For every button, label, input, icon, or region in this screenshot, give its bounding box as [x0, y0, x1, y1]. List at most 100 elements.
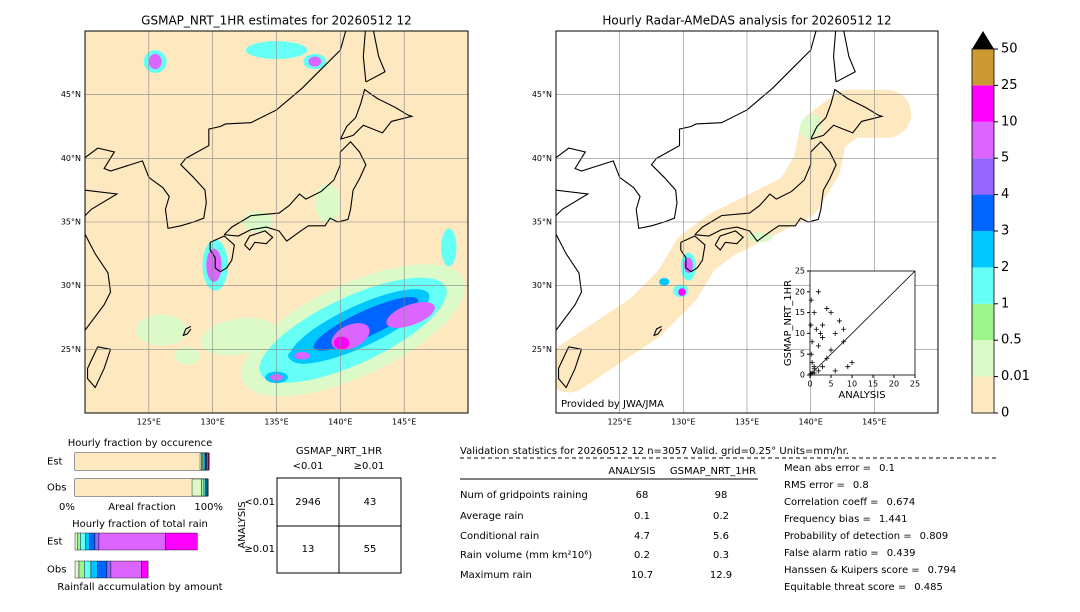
bar-segment — [74, 560, 80, 579]
scatter-point — [828, 347, 834, 353]
colorbar-label: 2 — [1001, 260, 1009, 275]
scatter-point — [828, 310, 834, 316]
score-value: 0.674 — [887, 497, 916, 508]
table-cell: 43 — [364, 497, 377, 508]
colorbar-segment — [972, 340, 994, 377]
chart-title: Hourly fraction of total rain — [72, 519, 208, 530]
score-label: Frequency bias = — [784, 514, 871, 525]
bar-segment — [141, 560, 149, 579]
bar-segment — [165, 532, 198, 551]
scatter-point — [818, 330, 823, 336]
row-title: ANALYSIS — [237, 501, 248, 548]
scatter-point — [808, 371, 814, 377]
stat-value: 0.3 — [713, 550, 729, 561]
scatter-point — [832, 330, 838, 336]
y-tick-label: 10 — [795, 329, 805, 338]
table-title: GSMAP_NRT_1HR — [296, 446, 382, 457]
score-label: Hanssen & Kuipers score = — [784, 565, 920, 576]
stat-label: Average rain — [460, 511, 524, 522]
map-title: Hourly Radar-AMeDAS analysis for 2026051… — [602, 14, 891, 28]
rain-area — [174, 346, 200, 365]
coastline — [362, 31, 386, 83]
y-tick-label: 40°N — [61, 154, 81, 163]
x-tick-label: 140°E — [328, 418, 352, 427]
stat-value: 4.7 — [634, 531, 650, 542]
bar-segment — [94, 532, 100, 551]
score-label: Equitable threat score = — [784, 582, 906, 593]
bar-segment — [77, 532, 81, 551]
coastline — [714, 230, 744, 251]
stat-value: 10.7 — [631, 570, 653, 581]
score-label: RMS error = — [784, 480, 845, 491]
stat-value: 68 — [636, 490, 649, 501]
rain-area — [136, 314, 188, 346]
scatter-point — [820, 364, 826, 370]
chart-footer: Rainfall accumulation by amount — [57, 582, 222, 593]
stat-label: Maximum rain — [460, 570, 532, 581]
column-header: ANALYSIS — [608, 466, 655, 477]
stat-value: 0.2 — [634, 550, 650, 561]
stat-value: 0.1 — [634, 511, 650, 522]
rain-area — [314, 183, 341, 223]
radar-coverage — [556, 89, 912, 393]
scatter-point — [811, 310, 817, 316]
scatter-point — [808, 297, 814, 303]
bar-segment — [89, 532, 96, 551]
coastline — [694, 140, 837, 242]
x-axis-label: ANALYSIS — [838, 390, 885, 401]
x-tick-label: 125°E — [608, 418, 632, 427]
table-cell: 2946 — [295, 497, 320, 508]
score-value: 0.8 — [853, 480, 869, 491]
y-tick-label: 35°N — [61, 218, 81, 227]
scatter-point — [815, 289, 821, 295]
y-tick-label: 15 — [795, 308, 805, 317]
scatter-point — [841, 339, 847, 345]
coastline — [556, 189, 590, 332]
coastline — [182, 325, 192, 337]
map-body — [556, 31, 938, 413]
scatter-point — [809, 339, 815, 345]
x-tick-label: 135°E — [735, 418, 759, 427]
x-tick-label: 10 — [847, 380, 857, 389]
scatter-point — [813, 326, 819, 332]
map-title: GSMAP_NRT_1HR estimates for 20260512 12 — [141, 14, 412, 28]
table-cell: 13 — [302, 544, 315, 555]
score-label: False alarm ratio = — [784, 548, 879, 559]
coastline — [85, 31, 347, 230]
y-tick-label: 30°N — [61, 281, 81, 290]
colorbar-segment — [972, 158, 994, 195]
coastline — [339, 88, 414, 140]
colorbar-extend — [972, 31, 994, 49]
bar-segment — [78, 560, 85, 579]
bar-segment — [75, 479, 193, 496]
bar-segment — [98, 532, 166, 551]
y-tick-label: 30°N — [532, 281, 552, 290]
y-tick-label: 35°N — [532, 218, 552, 227]
coastline — [556, 31, 817, 230]
colorbar-segment — [972, 231, 994, 268]
map-body — [85, 31, 468, 413]
colorbar-label: 0.01 — [1001, 369, 1030, 384]
rain-area — [386, 301, 435, 328]
row-label: Est — [47, 537, 63, 548]
col-label: <0.01 — [293, 461, 324, 472]
x-tick-label: 135°E — [264, 418, 288, 427]
scatter-point — [845, 364, 851, 370]
stats-title: Validation statistics for 20260512 12 n=… — [460, 446, 849, 457]
rain-area — [206, 248, 222, 282]
stat-label: Rain volume (mm km²10⁶) — [460, 550, 592, 561]
bar-segment — [97, 560, 108, 579]
map-frame — [555, 30, 939, 414]
score-label: Mean abs error = — [784, 463, 871, 474]
bar-segment — [191, 478, 202, 497]
bar-segment — [207, 478, 209, 497]
score-value: 0.794 — [928, 565, 957, 576]
colorbar-segment — [972, 194, 994, 231]
x-tick-label: 0 — [807, 380, 812, 389]
bar-segment — [84, 560, 92, 579]
coastline — [223, 140, 367, 242]
colorbar-label: 0.5 — [1001, 333, 1022, 348]
rain-area — [294, 351, 310, 360]
y-tick-label: 25°N — [61, 345, 81, 354]
scatter-point — [808, 322, 814, 328]
